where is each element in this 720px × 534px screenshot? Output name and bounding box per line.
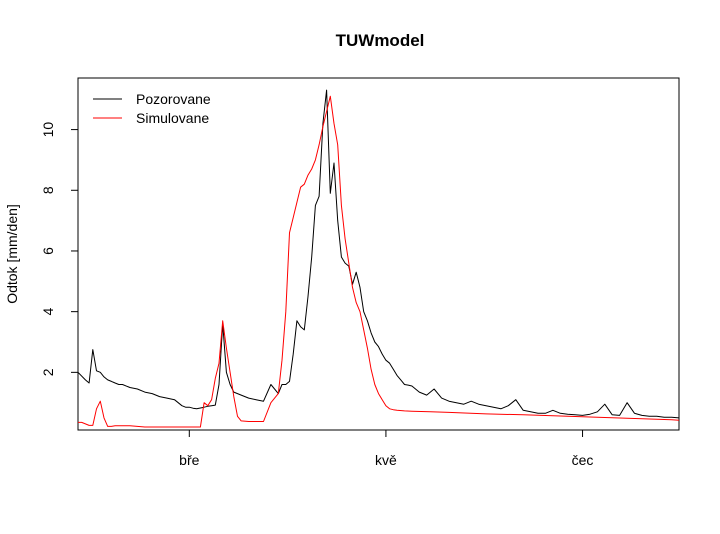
series-layer [77,89,680,428]
x-axis: bře kvě čec [179,430,593,468]
y-tick-label: 6 [40,247,56,255]
legend: Pozorovane Simulovane [93,91,211,126]
y-tick-label: 2 [40,368,56,376]
y-axis-label: Odtok [mm/den] [4,204,20,304]
x-tick-label: bře [179,452,199,468]
series-line-pozorovane [77,89,680,419]
x-tick-label: kvě [375,452,397,468]
plot-frame [77,77,680,431]
legend-label: Pozorovane [136,91,211,107]
y-tick-label: 8 [40,186,56,194]
y-axis: 2 4 6 8 10 [40,122,78,376]
chart-title: TUWmodel [336,31,425,50]
series-line-simulovane [78,95,680,428]
y-tick-label: 10 [40,122,56,138]
y-tick-label: 4 [40,308,56,316]
legend-label: Simulovane [136,110,209,126]
x-tick-label: čec [572,452,594,468]
